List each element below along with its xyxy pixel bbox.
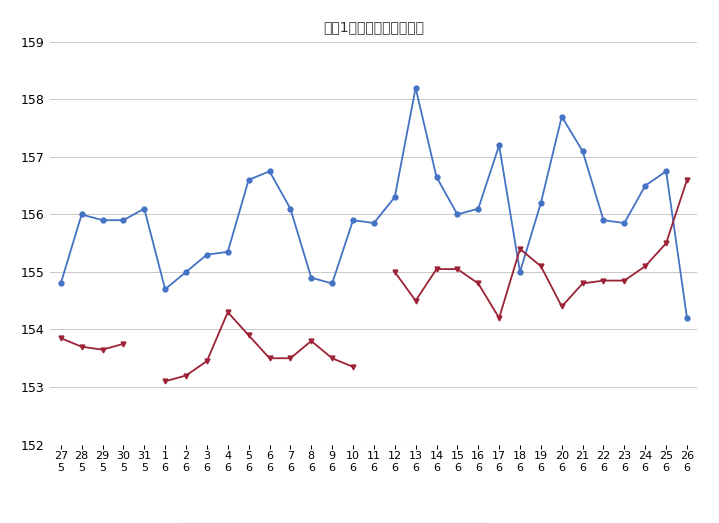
- ハイオク看板価格（円／L）: [390, 194, 399, 200]
- ハイオク看板価格（円／L）: [536, 200, 545, 206]
- ハイオク看板価格（円／L）: [182, 269, 191, 275]
- ハイオク看板価格（円／L）: [140, 206, 149, 212]
- Line: ハイオク実売価格（円／L）: ハイオク実売価格（円／L）: [58, 336, 126, 352]
- ハイオク看板価格（円／L）: [682, 315, 691, 321]
- ハイオク看板価格（円／L）: [411, 85, 420, 91]
- ハイオク実売価格（円／L）: [78, 344, 86, 350]
- ハイオク看板価格（円／L）: [432, 174, 441, 180]
- ハイオク看板価格（円／L）: [599, 217, 608, 223]
- ハイオク実売価格（円／L）: [99, 346, 107, 353]
- ハイオク看板価格（円／L）: [661, 168, 670, 174]
- ハイオク看板価格（円／L）: [57, 280, 65, 287]
- ハイオク看板価格（円／L）: [244, 177, 253, 183]
- Line: ハイオク看板価格（円／L）: ハイオク看板価格（円／L）: [58, 85, 690, 321]
- ハイオク看板価格（円／L）: [557, 113, 566, 120]
- ハイオク看板価格（円／L）: [620, 220, 628, 226]
- ハイオク看板価格（円／L）: [349, 217, 357, 223]
- ハイオク看板価格（円／L）: [161, 286, 170, 292]
- ハイオク看板価格（円／L）: [370, 220, 378, 226]
- ハイオク実売価格（円／L）: [119, 340, 128, 347]
- ハイオク看板価格（円／L）: [307, 275, 316, 281]
- ハイオク看板価格（円／L）: [495, 142, 503, 149]
- ハイオク看板価格（円／L）: [474, 206, 482, 212]
- ハイオク看板価格（円／L）: [286, 206, 295, 212]
- ハイオク看板価格（円／L）: [453, 211, 462, 218]
- ハイオク看板価格（円／L）: [328, 280, 336, 287]
- Title: 最近1ヶ月のハイオク価格: 最近1ヶ月のハイオク価格: [324, 20, 424, 33]
- ハイオク看板価格（円／L）: [641, 183, 649, 189]
- ハイオク実売価格（円／L）: [57, 335, 65, 341]
- ハイオク看板価格（円／L）: [516, 269, 524, 275]
- ハイオク看板価格（円／L）: [78, 211, 86, 218]
- ハイオク看板価格（円／L）: [578, 148, 587, 154]
- ハイオク看板価格（円／L）: [224, 248, 232, 255]
- ハイオク看板価格（円／L）: [265, 168, 274, 174]
- ハイオク看板価格（円／L）: [99, 217, 107, 223]
- ハイオク看板価格（円／L）: [119, 217, 128, 223]
- ハイオク看板価格（円／L）: [203, 252, 211, 258]
